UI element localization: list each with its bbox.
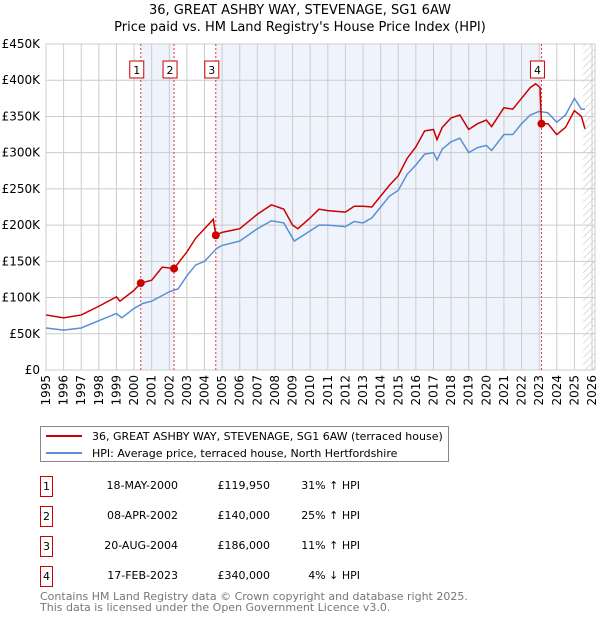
legend-label: HPI: Average price, terraced house, Nort…	[92, 446, 398, 460]
legend: 36, GREAT ASHBY WAY, STEVENAGE, SG1 6AW …	[40, 426, 449, 462]
x-tick-label: 2014	[374, 375, 388, 406]
x-tick-label: 2020	[479, 375, 493, 406]
y-tick-label: £50K	[9, 327, 41, 341]
y-tick-label: £400K	[2, 73, 42, 87]
y-tick-label: £200K	[2, 218, 42, 232]
hpi-line	[45, 96, 585, 331]
x-tick-label: 2026	[585, 375, 599, 406]
y-tick-label: £300K	[2, 146, 42, 160]
sale-date: 08-APR-2002	[106, 509, 178, 522]
x-tick-label: 2021	[497, 375, 511, 406]
blue-line-swatch	[46, 452, 82, 454]
sale-point	[170, 264, 179, 273]
sale-row: 2 08-APR-2002 £140,000 25% ↑ HPI	[40, 506, 400, 528]
chart-subtitle: Price paid vs. HM Land Registry's House …	[114, 20, 486, 35]
x-tick-label: 2006	[233, 375, 247, 406]
sale-hpi-diff: 31% ↑ HPI	[301, 479, 360, 492]
future-hatch	[583, 44, 595, 370]
x-tick-label: 1997	[74, 375, 88, 406]
y-tick-label: £100K	[2, 291, 42, 305]
sale-price: £119,950	[217, 479, 271, 492]
x-tick-label: 2001	[145, 375, 159, 406]
sale-price: £186,000	[217, 539, 271, 552]
plot-frame	[45, 43, 596, 371]
sale-badge: 2	[40, 506, 53, 527]
sale-hpi-diff: 11% ↑ HPI	[301, 539, 360, 552]
sale-badge: 4	[40, 566, 53, 587]
x-tick-label: 2002	[162, 375, 176, 406]
sale-badge	[129, 60, 145, 79]
sale-row: 1 18-MAY-2000 £119,950 31% ↑ HPI	[40, 476, 400, 498]
sale-badge: 3	[40, 536, 53, 557]
sale-point	[136, 279, 145, 288]
legend-label: 36, GREAT ASHBY WAY, STEVENAGE, SG1 6AW …	[92, 429, 443, 443]
sale-date: 20-AUG-2004	[104, 539, 178, 552]
x-tick-label: 2011	[321, 375, 335, 406]
sale-badge-label: 2	[167, 64, 174, 77]
x-tick-label: 1995	[39, 375, 53, 406]
x-tick-label: 2018	[444, 375, 458, 406]
chart-title: 36, GREAT ASHBY WAY, STEVENAGE, SG1 6AW	[148, 3, 451, 18]
shaded-period	[140, 44, 175, 370]
x-tick-label: 2017	[426, 375, 440, 406]
sale-price: £340,000	[217, 569, 271, 582]
sale-badge-label: 4	[534, 64, 541, 77]
y-tick-label: £150K	[2, 254, 42, 268]
footer-line-1: Contains HM Land Registry data © Crown c…	[40, 590, 468, 603]
y-tick-label: £250K	[2, 182, 42, 196]
x-tick-label: 2004	[198, 375, 212, 406]
sale-badge	[162, 60, 178, 79]
x-tick-label: 2000	[127, 375, 141, 406]
sale-badge	[529, 60, 545, 79]
x-tick-label: 2010	[303, 375, 317, 406]
x-tick-label: 2012	[338, 375, 352, 406]
x-tick-label: 2008	[268, 375, 282, 406]
x-tick-label: 2024	[550, 375, 564, 406]
sale-badge-label: 3	[208, 64, 215, 77]
x-tick-label: 1998	[92, 375, 106, 406]
legend-item-hpi: HPI: Average price, terraced house, Nort…	[46, 445, 397, 461]
sale-hpi-diff: 4% ↓ HPI	[308, 569, 360, 582]
y-tick-label: £350K	[2, 109, 42, 123]
sale-row: 3 20-AUG-2004 £186,000 11% ↑ HPI	[40, 536, 400, 558]
x-tick-label: 2015	[391, 375, 405, 406]
price-line	[45, 82, 586, 319]
x-tick-label: 2007	[250, 375, 264, 406]
x-tick-label: 2023	[532, 375, 546, 406]
red-line-swatch	[46, 435, 82, 437]
legend-item-property: 36, GREAT ASHBY WAY, STEVENAGE, SG1 6AW …	[46, 428, 443, 444]
sale-badge-label: 1	[133, 64, 140, 77]
x-tick-label: 2013	[356, 375, 370, 406]
price-chart: 1995 1996 1997 1998 1999 2000 2001 2002 2003 2004…	[2, 37, 599, 406]
sale-point	[537, 119, 546, 128]
x-tick-label: 2016	[409, 375, 423, 406]
x-tick-label: 2009	[286, 375, 300, 406]
y-tick-label: £450K	[2, 37, 42, 51]
sale-hpi-diff: 25% ↑ HPI	[301, 509, 360, 522]
sale-date: 17-FEB-2023	[107, 569, 178, 582]
x-tick-label: 1999	[109, 375, 123, 406]
sale-row: 4 17-FEB-2023 £340,000 4% ↓ HPI	[40, 566, 400, 588]
sale-date: 18-MAY-2000	[106, 479, 178, 492]
x-tick-label: 2022	[515, 375, 529, 406]
x-tick-label: 2019	[462, 375, 476, 406]
x-tick-label: 2003	[180, 375, 194, 406]
shaded-period	[215, 44, 542, 370]
y-tick-label: £0	[25, 363, 40, 377]
sale-price: £140,000	[217, 509, 271, 522]
sale-badge: 1	[40, 476, 53, 497]
sale-badge	[204, 60, 220, 79]
x-tick-label: 2005	[215, 375, 229, 406]
sale-point	[211, 231, 220, 240]
x-tick-label: 1996	[57, 375, 71, 406]
x-tick-label: 2025	[567, 375, 581, 406]
footer-line-2: This data is licensed under the Open Gov…	[40, 601, 391, 614]
